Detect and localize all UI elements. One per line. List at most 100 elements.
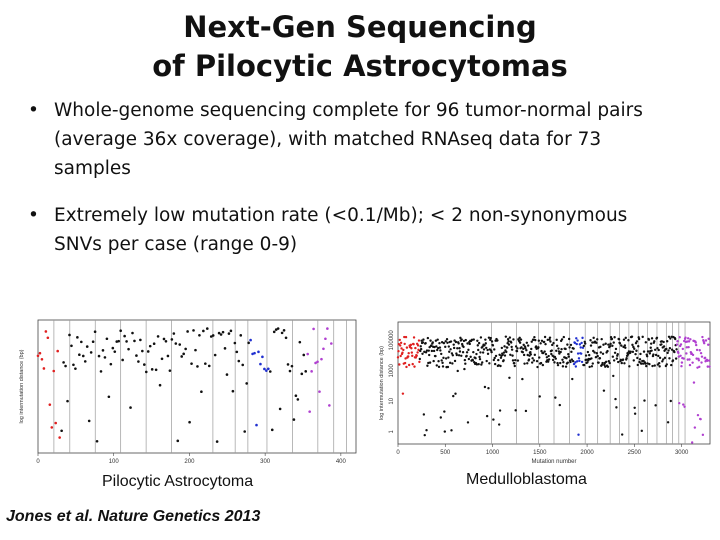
data-point — [514, 358, 517, 362]
data-point — [493, 362, 497, 366]
data-point — [568, 346, 571, 349]
data-point — [683, 405, 686, 408]
data-point — [586, 350, 590, 354]
data-point — [572, 347, 575, 350]
data-point — [701, 335, 704, 339]
data-point — [703, 342, 706, 345]
data-point — [449, 340, 453, 343]
data-point — [78, 353, 81, 357]
data-point — [624, 336, 627, 340]
data-point — [536, 365, 539, 369]
data-point — [186, 330, 189, 333]
data-point — [81, 354, 85, 358]
data-point — [657, 362, 661, 365]
data-point — [74, 367, 77, 370]
data-point — [661, 360, 664, 363]
data-point — [472, 338, 475, 341]
data-point — [583, 340, 586, 343]
data-point — [606, 349, 609, 353]
data-point — [620, 344, 623, 347]
data-point — [595, 341, 598, 345]
data-point — [658, 365, 661, 368]
data-point — [589, 344, 593, 347]
data-point — [399, 341, 403, 345]
data-point — [463, 358, 467, 362]
bullet-item-1: • Whole-genome sequencing complete for 9… — [26, 96, 686, 183]
data-point — [475, 352, 478, 356]
data-point — [687, 340, 691, 343]
data-point — [453, 359, 457, 363]
data-point — [38, 351, 42, 355]
data-point — [518, 341, 522, 344]
data-point — [688, 363, 692, 367]
data-point — [682, 403, 685, 406]
data-point — [696, 366, 699, 369]
data-point — [429, 339, 432, 342]
data-point — [141, 349, 144, 353]
data-point — [520, 346, 523, 349]
data-point — [56, 349, 59, 353]
slide-title: Next-Gen Sequencing of Pilocytic Astrocy… — [0, 8, 720, 86]
data-point — [442, 341, 446, 345]
data-point — [204, 362, 207, 365]
data-point — [485, 414, 489, 418]
data-point — [518, 336, 521, 339]
data-point — [93, 330, 97, 333]
data-point — [523, 362, 526, 365]
x-tick-label: 100 — [109, 459, 120, 465]
data-point — [483, 385, 487, 389]
data-point — [470, 338, 474, 342]
data-point — [451, 362, 454, 365]
data-point — [131, 331, 134, 335]
data-point — [534, 338, 537, 342]
data-point — [508, 336, 512, 339]
data-point — [532, 359, 536, 362]
data-point — [569, 360, 572, 364]
data-point — [642, 359, 645, 363]
data-point — [316, 360, 319, 364]
data-point — [579, 346, 582, 349]
data-point — [174, 342, 178, 345]
data-point — [533, 353, 537, 357]
data-point — [570, 350, 573, 354]
x-tick-label: 1000 — [486, 450, 500, 456]
data-point — [700, 361, 703, 364]
data-point — [631, 343, 634, 347]
data-point — [172, 332, 176, 335]
data-point — [704, 339, 708, 342]
data-point — [678, 401, 681, 405]
data-point — [328, 404, 331, 407]
x-tick-label: 0 — [396, 450, 400, 456]
data-point — [650, 349, 653, 352]
data-point — [415, 354, 418, 357]
data-point — [662, 358, 665, 361]
data-point — [398, 363, 401, 366]
data-point — [493, 356, 496, 360]
data-point — [259, 362, 262, 366]
data-point — [403, 335, 406, 339]
data-point — [164, 339, 168, 343]
data-point — [656, 346, 659, 350]
data-point — [459, 336, 462, 340]
data-point — [623, 362, 626, 365]
data-point — [463, 367, 466, 371]
data-point — [620, 433, 624, 436]
data-point — [629, 350, 632, 353]
data-point — [489, 336, 492, 340]
data-point — [497, 358, 500, 362]
data-point — [441, 365, 445, 368]
data-point — [420, 339, 423, 342]
data-point — [487, 336, 491, 339]
data-point — [510, 348, 514, 351]
data-point — [469, 355, 472, 359]
data-point — [624, 346, 627, 349]
data-point — [497, 423, 501, 426]
data-point — [247, 341, 250, 345]
data-point — [608, 361, 611, 365]
bullet-dot: • — [28, 100, 39, 121]
data-point — [548, 338, 551, 341]
data-point — [539, 342, 542, 345]
data-point — [555, 344, 559, 348]
data-point — [496, 339, 499, 342]
